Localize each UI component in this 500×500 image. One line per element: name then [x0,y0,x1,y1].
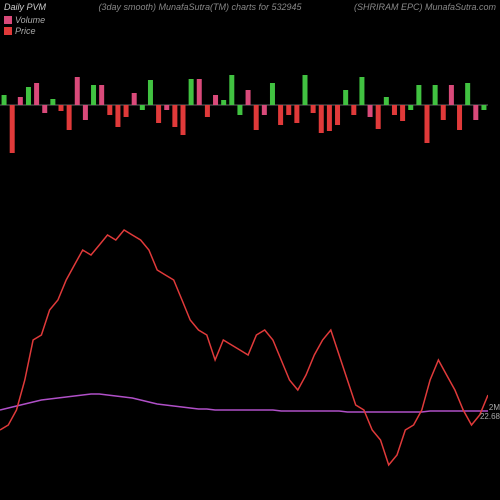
chart-area [0,40,488,495]
axis-label-top: 2M [489,404,500,412]
legend-volume-label: Volume [15,15,45,25]
header-center: (3day smooth) MunafaSutra(TM) charts for… [98,2,301,12]
legend-price-label: Price [15,26,36,36]
legend-price-swatch [4,27,12,35]
chart-header: Daily PVM (3day smooth) MunafaSutra(TM) … [0,0,500,14]
header-left: Daily PVM [4,2,46,12]
legend-volume-swatch [4,16,12,24]
legend: Volume Price [0,14,500,36]
legend-price: Price [4,25,496,36]
chart-svg [0,40,488,495]
axis-label-bottom: 22.68 [480,413,500,421]
header-right: (SHRIRAM EPC) MunafaSutra.com [354,2,496,12]
legend-volume: Volume [4,14,496,25]
